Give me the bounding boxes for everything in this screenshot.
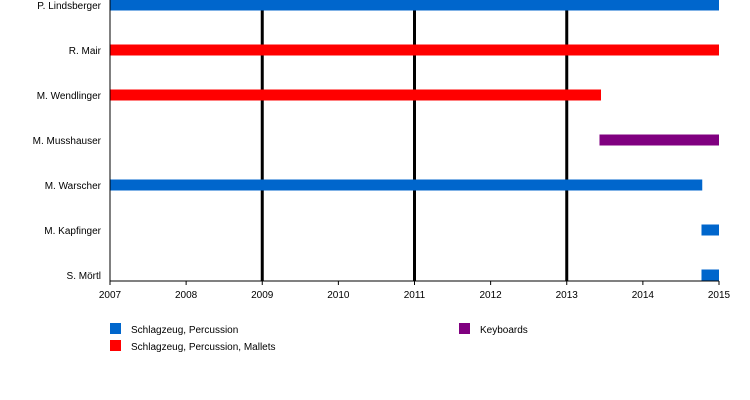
member-bar [110, 179, 703, 191]
member-label: R. Mair [69, 46, 102, 57]
x-tick-label-2013: 2013 [556, 290, 579, 301]
x-tick-label-2012: 2012 [480, 290, 503, 301]
member-bar [110, 89, 602, 101]
grid-layer [260, 0, 569, 281]
member-bar [701, 224, 719, 236]
legend-label: Schlagzeug, Percussion [131, 325, 238, 336]
x-tick-label-2015: 2015 [708, 290, 731, 301]
member-bar [110, 44, 719, 56]
member-label: P. Lindsberger [37, 1, 101, 12]
x-tick-label-2014: 2014 [632, 290, 655, 301]
member-bar [701, 269, 719, 281]
legend-swatch [110, 340, 121, 351]
x-tick-label-2011: 2011 [404, 290, 426, 301]
legend-label: Schlagzeug, Percussion, Mallets [131, 342, 276, 353]
member-label: M. Kapfinger [44, 226, 101, 237]
x-axis: 2007 2008 2009 2010 2011 2012 2013 2014 2015 [99, 0, 731, 301]
member-label: M. Musshauser [33, 136, 102, 147]
x-tick-label-2008: 2008 [175, 290, 198, 301]
member-bar [110, 0, 719, 11]
bar-layer [110, 0, 719, 281]
member-label: S. Mörtl [67, 271, 101, 282]
member-label: M. Wendlinger [37, 91, 102, 102]
legend-swatch [459, 323, 470, 334]
legend: Schlagzeug, Percussion Schlagzeug, Percus… [110, 323, 528, 353]
member-label: M. Warscher [45, 181, 102, 192]
x-tick-label-2010: 2010 [327, 290, 350, 301]
x-tick-label-2009: 2009 [251, 290, 274, 301]
legend-swatch [110, 323, 121, 334]
legend-label: Keyboards [480, 325, 528, 336]
x-tick-label-2007: 2007 [99, 290, 122, 301]
member-bar [599, 134, 719, 146]
member-labels: P. Lindsberger R. Mair M. Wendlinger M. Mus… [33, 1, 102, 282]
